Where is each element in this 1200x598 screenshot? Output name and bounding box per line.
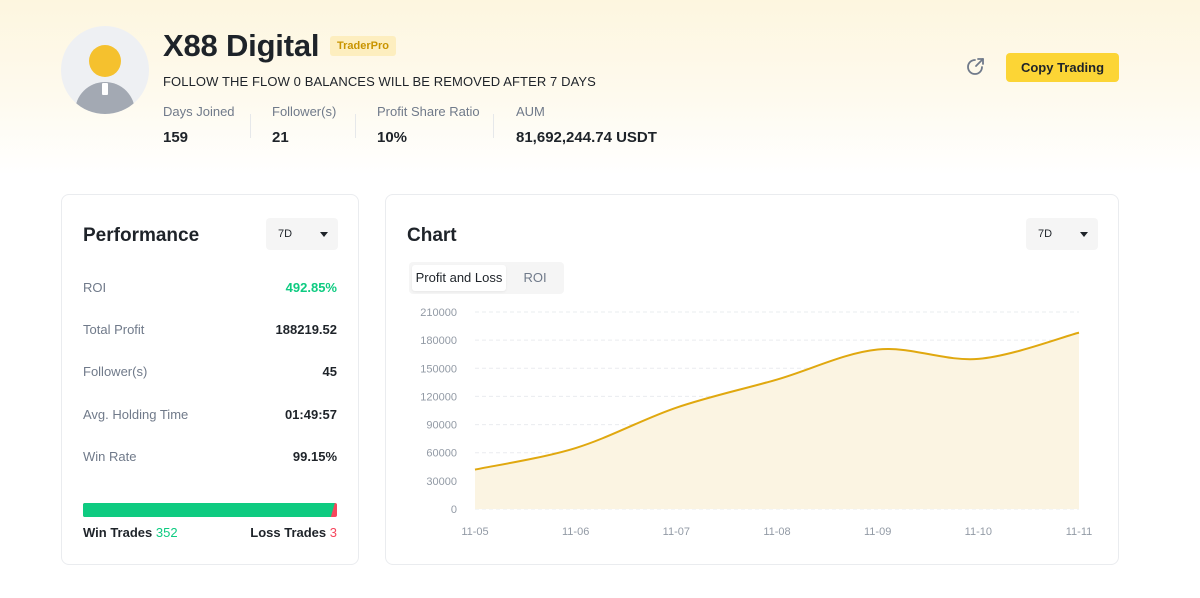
stat-label: Follower(s) <box>272 104 337 119</box>
stat-value: 10% <box>377 129 408 146</box>
perf-label: Avg. Holding Time <box>83 407 189 422</box>
period-value: 7D <box>278 228 293 240</box>
win-ratio-fill <box>83 503 335 517</box>
y-tick-label: 150000 <box>420 363 457 375</box>
y-tick-label: 60000 <box>426 448 457 460</box>
win-trades-label: Win Trades <box>83 525 153 540</box>
perf-row-avg-holding-time: Avg. Holding Time 01:49:57 <box>83 407 337 425</box>
x-tick-label: 11-07 <box>663 526 690 538</box>
perf-label: Win Rate <box>83 449 137 464</box>
perf-row-roi: ROI 492.85% <box>83 280 337 298</box>
x-tick-label: 11-11 <box>1066 526 1093 538</box>
pnl-area <box>475 332 1079 509</box>
perf-value: 99.15% <box>292 449 337 464</box>
loss-trades: Loss Trades 3 <box>250 525 337 540</box>
header-background <box>0 0 1200 175</box>
trader-badge: TraderPro <box>330 36 396 56</box>
stat-followers: Follower(s) 21 <box>272 104 336 146</box>
chart-title: Chart <box>407 225 457 246</box>
perf-label: ROI <box>83 280 107 295</box>
x-tick-label: 11-06 <box>562 526 589 538</box>
performance-period-select[interactable]: 7D <box>266 218 338 250</box>
perf-label: Follower(s) <box>83 364 148 379</box>
perf-row-win-rate: Win Rate 99.15% <box>83 449 337 467</box>
performance-title: Performance <box>83 225 200 246</box>
stat-value: 21 <box>272 129 289 146</box>
perf-row-followers: Follower(s) 45 <box>83 364 337 382</box>
profit-loss-chart: 0 30000 60000 90000 120000 150000 180000 210000… <box>420 307 1093 538</box>
stat-days-joined: Days Joined 159 <box>163 104 235 146</box>
stat-aum: AUM 81,692,244.74 USDT <box>516 104 657 146</box>
x-tick-label: 11-05 <box>461 526 488 538</box>
y-tick-label: 0 <box>451 504 457 516</box>
y-tick-label: 180000 <box>420 335 457 347</box>
chart-period-select[interactable]: 7D <box>1026 218 1098 250</box>
tab-profit-and-loss[interactable]: Profit and Loss <box>412 265 506 291</box>
x-tick-label: 11-10 <box>965 526 992 538</box>
stat-label: Days Joined <box>163 104 235 119</box>
avatar-collar <box>102 83 108 95</box>
y-tick-label: 90000 <box>426 420 457 432</box>
chart-card: Chart 7D Profit and Loss ROI 0 30000 60000… <box>385 194 1119 565</box>
perf-label: Total Profit <box>83 322 145 337</box>
perf-value: 188219.52 <box>275 322 337 337</box>
y-tick-label: 210000 <box>420 307 457 319</box>
trader-bio: FOLLOW THE FLOW 0 BALANCES WILL BE REMOV… <box>163 74 596 89</box>
stat-label: Profit Share Ratio <box>377 104 480 119</box>
x-tick-label: 11-08 <box>763 526 790 538</box>
copy-trading-button[interactable]: Copy Trading <box>1006 53 1119 82</box>
x-tick-label: 11-09 <box>864 526 891 538</box>
loss-trades-count: 3 <box>329 525 337 540</box>
chevron-down-icon <box>1080 232 1088 237</box>
stat-label: AUM <box>516 104 545 119</box>
stat-value: 81,692,244.74 USDT <box>516 129 657 146</box>
stat-divider <box>250 114 251 138</box>
y-tick-label: 30000 <box>426 476 457 488</box>
period-value: 7D <box>1038 228 1053 240</box>
avatar <box>61 26 149 114</box>
perf-value: 45 <box>322 364 337 379</box>
win-loss-ratio-bar <box>83 503 337 517</box>
stat-divider <box>493 114 494 138</box>
stat-divider <box>355 114 356 138</box>
perf-value: 492.85% <box>285 280 337 295</box>
win-trades: Win Trades 352 <box>83 525 178 540</box>
stat-profit-share-ratio: Profit Share Ratio 10% <box>377 104 480 146</box>
avatar-head <box>89 45 121 77</box>
chevron-down-icon <box>320 232 328 237</box>
win-trades-count: 352 <box>155 525 178 540</box>
perf-row-total-profit: Total Profit 188219.52 <box>83 322 337 340</box>
perf-value: 01:49:57 <box>284 407 337 422</box>
performance-card: Performance 7D ROI 492.85% Total Profit … <box>61 194 359 565</box>
loss-trades-label: Loss Trades <box>250 525 327 540</box>
stat-value: 159 <box>163 129 189 146</box>
tab-roi[interactable]: ROI <box>523 270 547 285</box>
chart-tabs: Profit and Loss ROI <box>409 262 564 294</box>
share-icon[interactable] <box>964 56 986 78</box>
y-tick-label: 120000 <box>420 391 457 403</box>
trader-name: X88 Digital <box>163 28 320 63</box>
